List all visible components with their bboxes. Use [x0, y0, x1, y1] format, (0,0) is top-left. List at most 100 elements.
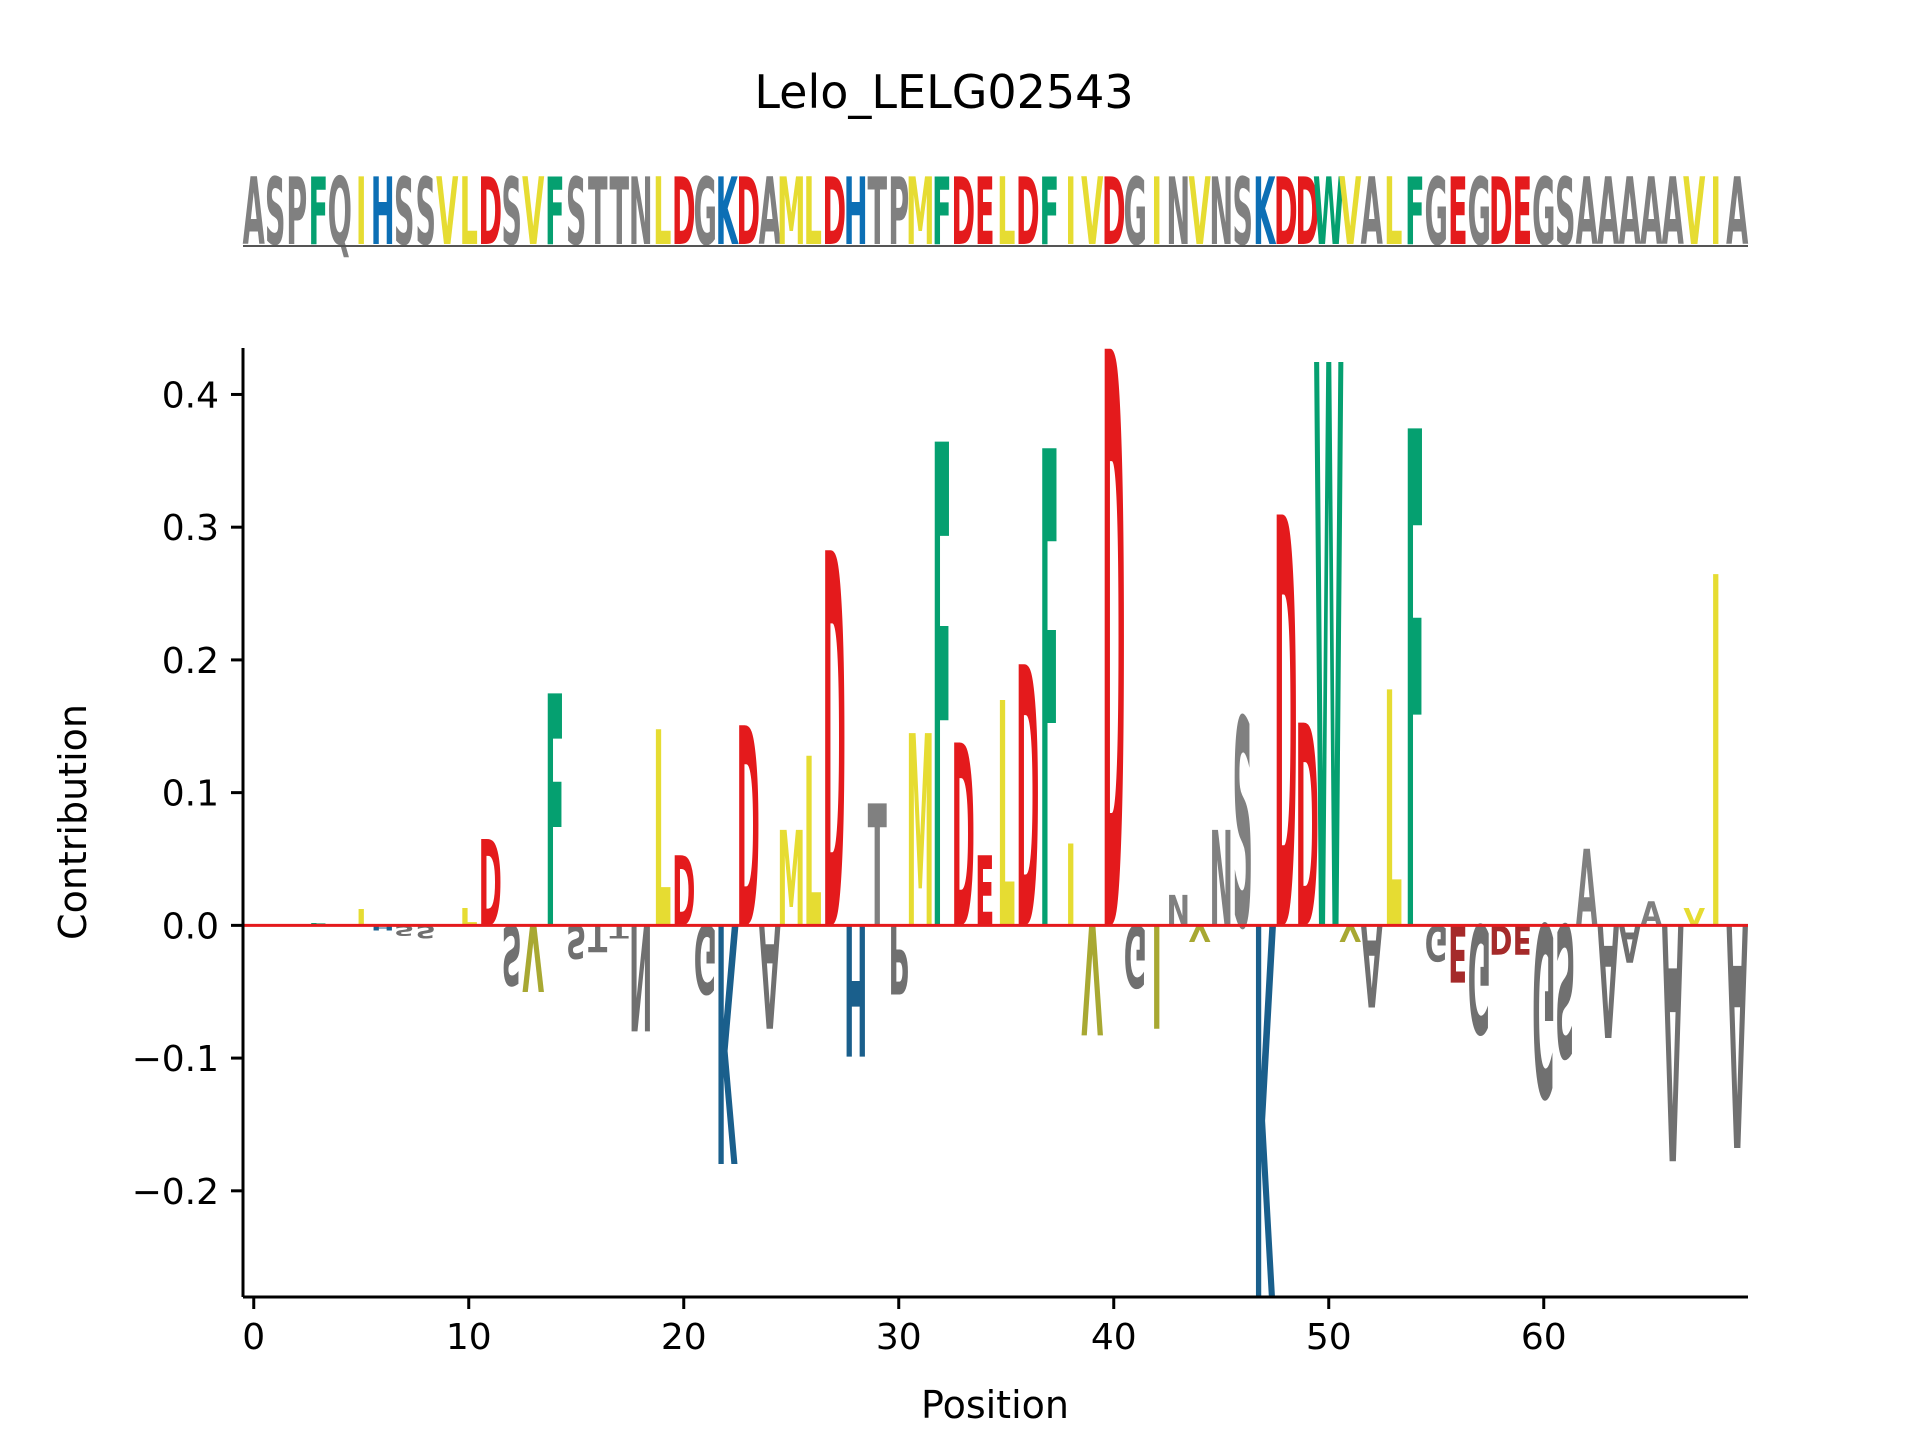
logo-letter-a: A: [1361, 898, 1383, 1028]
y-tick-label: 0.2: [162, 641, 219, 682]
logo-letter-h: H: [371, 924, 395, 933]
sequence-letter-l: L: [653, 159, 671, 267]
logo-letter-d: D: [1016, 593, 1039, 1010]
logo-letter-g: G: [1468, 889, 1491, 1063]
logo-letter-f: F: [1405, 292, 1424, 1086]
y-tick-label: 0.3: [162, 508, 219, 549]
logo-letter-e: E: [975, 836, 994, 949]
sequence-letter-s: S: [501, 159, 522, 267]
logo-letter-f: F: [545, 631, 564, 1001]
logo-letter-a: A: [1726, 852, 1748, 1207]
sequence-letter-s: S: [265, 159, 286, 267]
logo-letter-m: M: [777, 805, 805, 957]
sequence-letter-n: N: [1209, 159, 1233, 267]
sequence-letter-l: L: [1384, 159, 1402, 267]
sequence-letter-s: S: [415, 159, 436, 267]
logo-letter-e: E: [1448, 907, 1467, 999]
logo-letter-f: F: [1040, 319, 1059, 1081]
sequence-letter-t: T: [867, 159, 887, 267]
sequence-letter-v: V: [1683, 159, 1705, 267]
sequence-letter-t: T: [588, 159, 608, 267]
x-tick-label: 10: [446, 1317, 492, 1358]
x-tick-label: 30: [876, 1317, 922, 1358]
sequence-letter-d: D: [1489, 159, 1513, 267]
logo-letter-s: S: [502, 905, 522, 1000]
y-axis-ticks: 0.4 0.3 0.2 0.1 0.0 −0.1 −0.2: [132, 375, 243, 1213]
sequence-letter-a: A: [759, 159, 781, 267]
sequence-letter-i: I: [1151, 159, 1162, 267]
sequence-letter-n: N: [629, 159, 653, 267]
logo-letter-a: A: [1619, 913, 1641, 972]
sequence-letter-d: D: [951, 159, 975, 267]
sequence-letter-d: D: [1295, 159, 1319, 267]
y-tick-label: 0.1: [162, 774, 219, 815]
sequence-letter-s: S: [1232, 159, 1253, 267]
sequence-letter-i: I: [1065, 159, 1076, 267]
sequence-letter-d: D: [736, 159, 760, 267]
sequence-letter-w: W: [1313, 159, 1345, 267]
y-tick-label: −0.2: [132, 1172, 219, 1213]
x-axis-label: Position: [921, 1383, 1069, 1427]
logo-letter-i: I: [1152, 891, 1162, 1056]
logo-letter-s: S: [1555, 882, 1575, 1094]
sequence-letter-p: P: [888, 159, 909, 267]
logo-letter-t: T: [588, 916, 607, 959]
logo-letter-n: N: [1210, 805, 1233, 957]
logo-letter-w: W: [1313, 207, 1344, 1107]
sequence-letter-a: A: [243, 159, 265, 267]
sequence-letter-s: S: [566, 159, 587, 267]
logo-letter-g: G: [1124, 905, 1147, 1004]
logo-letter-f: F: [932, 309, 951, 1082]
logo-letter-d: D: [1296, 666, 1319, 991]
sequence-letter-h: H: [371, 159, 395, 267]
logo-letter-d: D: [737, 672, 760, 991]
sequence-letter-f: F: [1039, 159, 1059, 267]
sequence-letter-g: G: [1123, 159, 1147, 267]
x-axis-ticks: 0 10 20 30 40 50 60: [242, 1297, 1567, 1358]
sequence-letter-e: E: [1512, 159, 1532, 267]
sequence-letter-g: G: [1532, 159, 1556, 267]
sequence-letter-a: A: [1597, 159, 1619, 267]
sequence-letter-f: F: [932, 159, 952, 267]
sequence-letter-l: L: [804, 159, 822, 267]
x-tick-label: 20: [661, 1317, 707, 1358]
sequence-letter-n: N: [1166, 159, 1190, 267]
sequence-letter-l: L: [997, 159, 1015, 267]
sequence-letter-i: I: [1710, 159, 1721, 267]
sequence-letter-e: E: [1448, 159, 1468, 267]
logo-letter-d: D: [952, 693, 975, 985]
sequence-letter-t: T: [609, 159, 629, 267]
logo-letter-l: L: [1384, 627, 1402, 1003]
sequence-letter-v: V: [1339, 159, 1361, 267]
logo-letter-k: K: [716, 848, 739, 1230]
logo-letter-l: L: [997, 638, 1015, 999]
logo-letter-d: D: [1274, 404, 1297, 1059]
sequence-letter-a: A: [1726, 159, 1748, 267]
logo-letter-v: V: [1683, 904, 1705, 931]
sequence-letter-p: P: [286, 159, 307, 267]
x-tick-label: 0: [242, 1317, 265, 1358]
sequence-letter-g: G: [693, 159, 717, 267]
sequence-letter-a: A: [1361, 159, 1383, 267]
logo-letter-n: N: [1167, 888, 1190, 936]
logo-letter-a: A: [1597, 888, 1619, 1067]
logo-letter-d: D: [1102, 192, 1125, 1112]
logo-letter-s: S: [1233, 661, 1253, 993]
logo-letter-d: D: [672, 836, 695, 949]
x-tick-label: 40: [1091, 1317, 1137, 1358]
logo-letter-l: L: [653, 676, 671, 990]
logo-letter-n: N: [629, 891, 652, 1060]
logo-letter-g: G: [1425, 913, 1448, 969]
y-tick-label: 0.0: [162, 906, 219, 947]
logo-letter-a: A: [759, 891, 781, 1056]
sequence-letter-v: V: [436, 159, 458, 267]
chart-title: Lelo_LELG02543: [754, 65, 1133, 119]
sequence-letter-g: G: [1467, 159, 1491, 267]
logo-letter-t: T: [868, 772, 887, 966]
sequence-letter-s: S: [1555, 159, 1576, 267]
sequence-letter-d: D: [1016, 159, 1040, 267]
sequence-letter-e: E: [975, 159, 995, 267]
logo-letter-d: D: [1489, 915, 1512, 961]
logo-letters: FIHSSVLDSVFSTTNLDGKDAMLDHTPMFDELDFIVDGIN…: [309, 192, 1748, 1397]
